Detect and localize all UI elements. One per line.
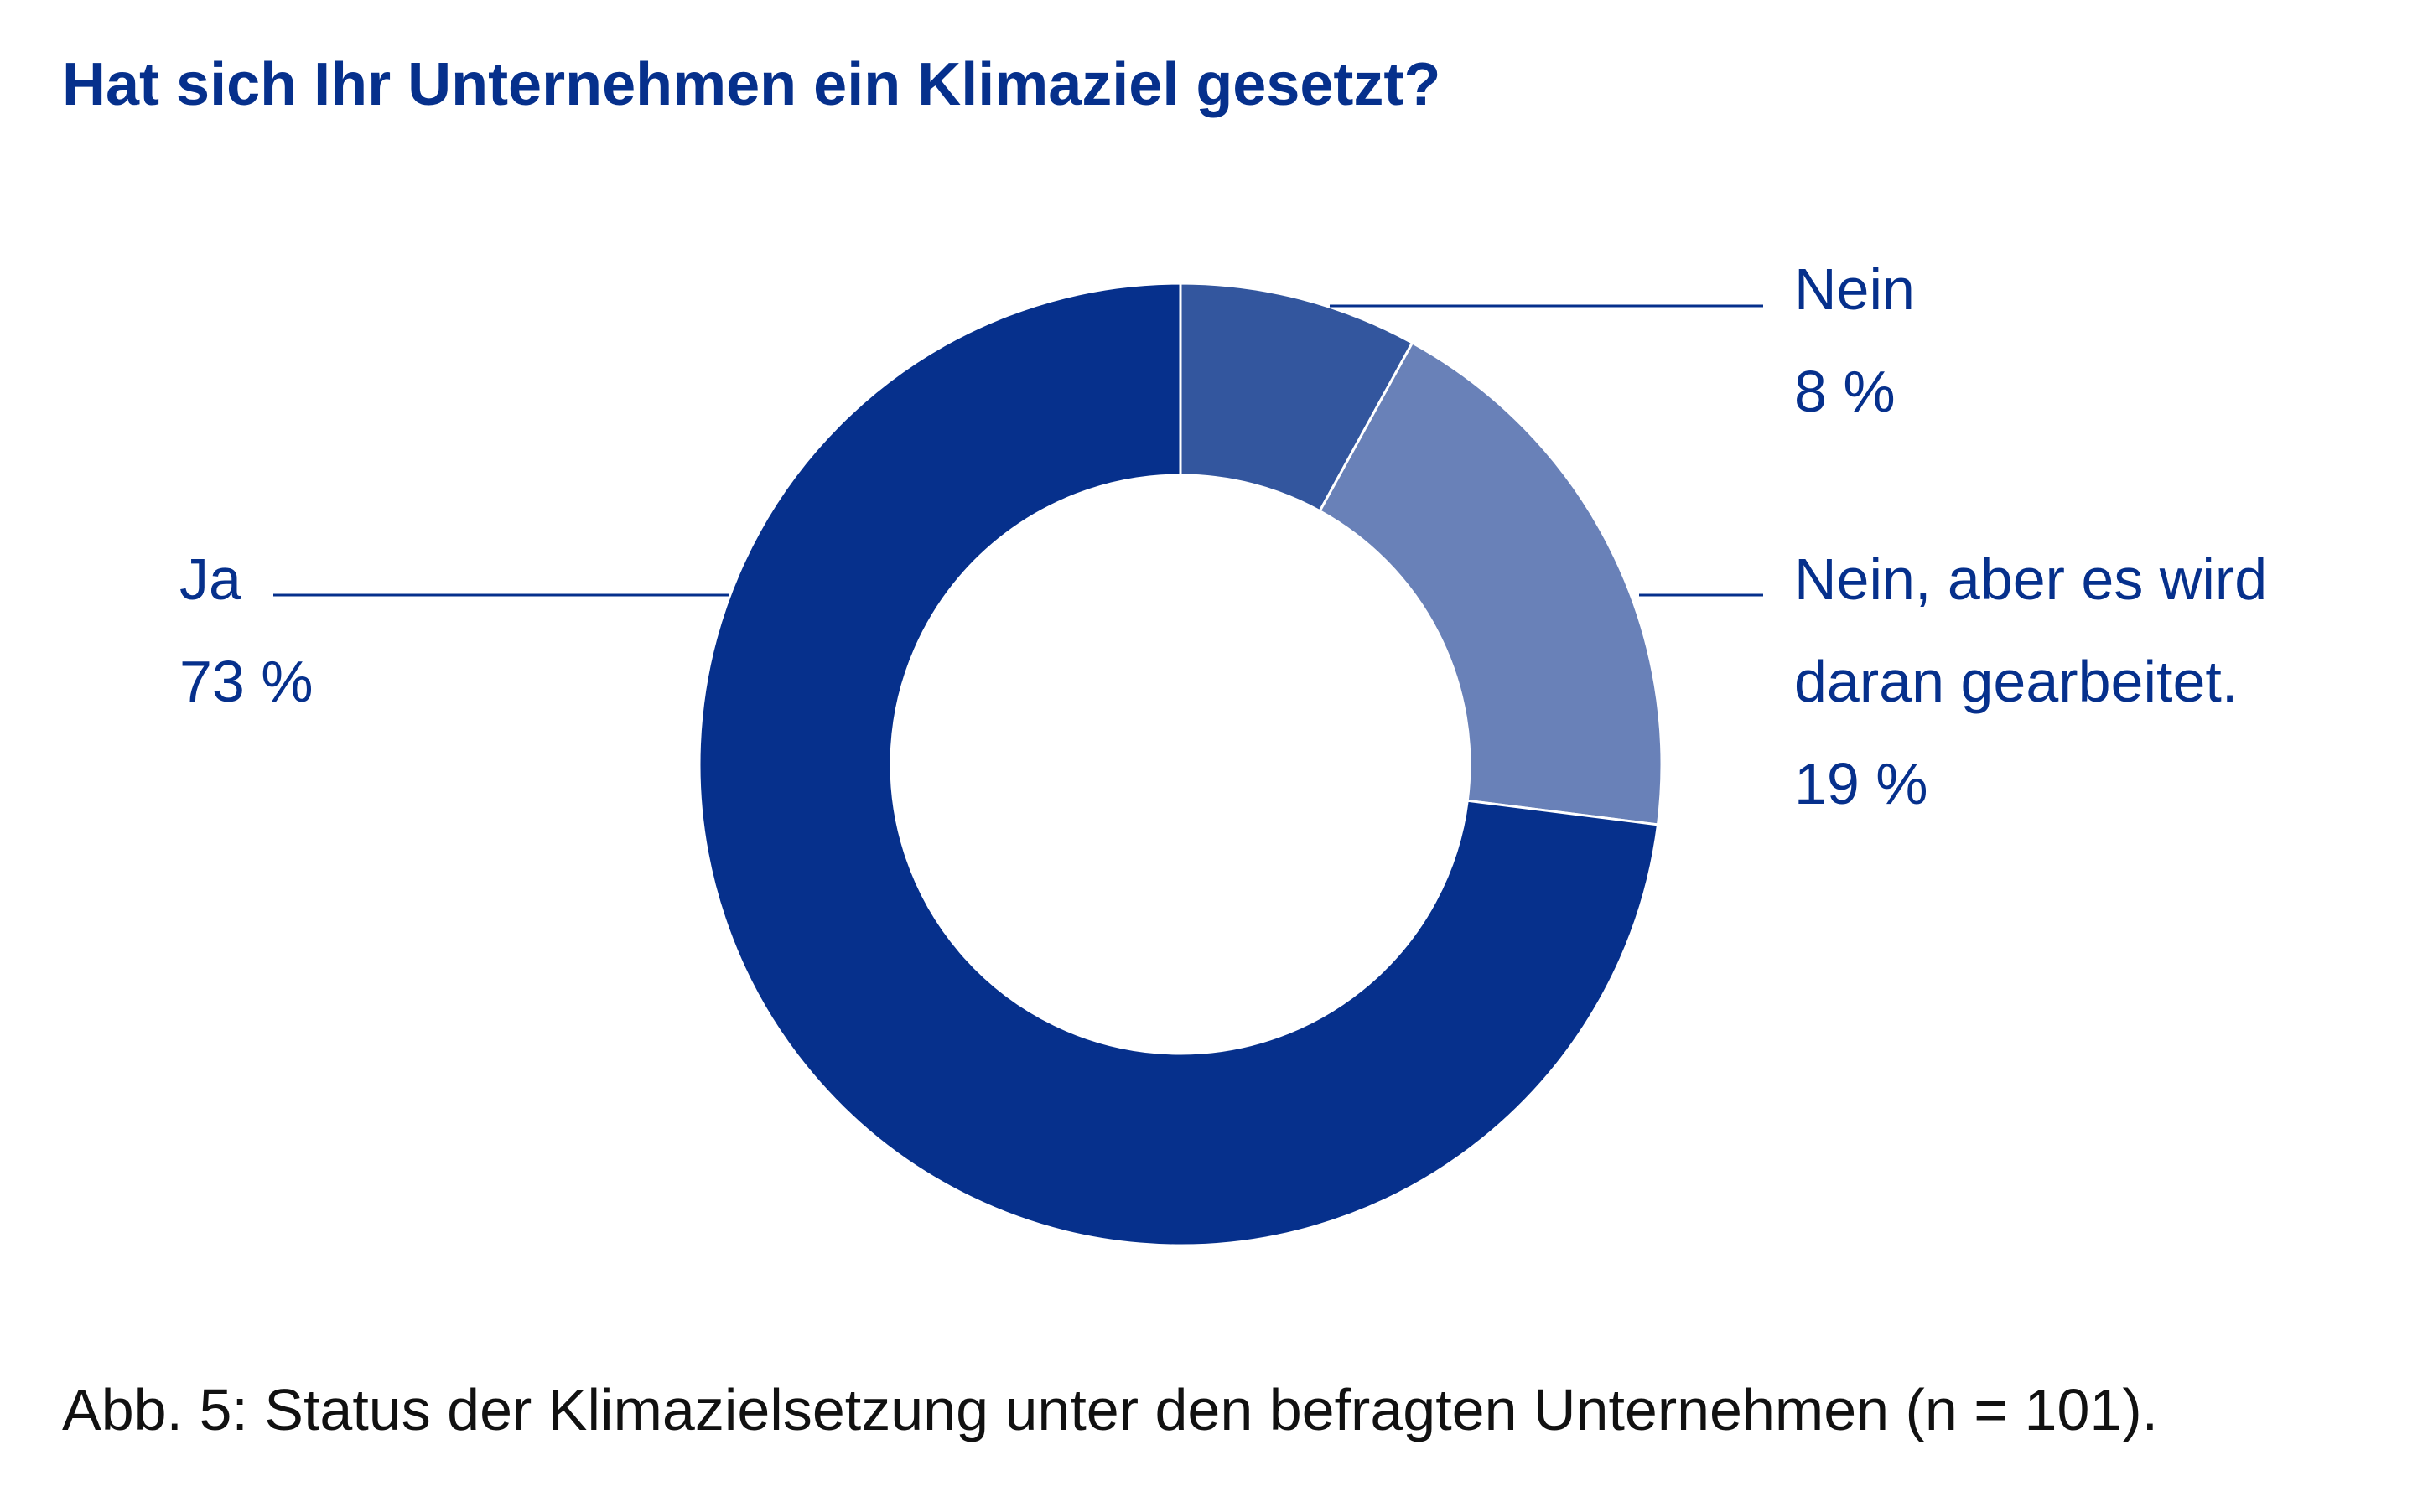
slice-label-nein-aber-line1: Nein, aber es wird <box>1794 546 2268 612</box>
figure-caption: Abb. 5: Status der Klimazielsetzung unte… <box>62 1377 2159 1442</box>
slice-nein-aber <box>1318 340 1663 826</box>
chart-title: Hat sich Ihr Unternehmen ein Klimaziel g… <box>62 51 1441 118</box>
slice-label-nein-value: 8 % <box>1794 359 1896 424</box>
slice-label-nein-aber: Nein, aber es wird daran gearbeitet. 19 … <box>1794 528 2267 835</box>
slice-label-ja: Ja 73 % <box>179 528 314 733</box>
slice-ja <box>698 282 1660 1247</box>
slice-label-nein-aber-value: 19 % <box>1794 751 1928 816</box>
slice-label-ja-value: 73 % <box>179 649 314 714</box>
slice-label-nein-aber-line2: daran gearbeitet. <box>1794 649 2239 714</box>
slice-label-ja-name: Ja <box>179 546 241 612</box>
slice-label-nein: Nein 8 % <box>1794 238 1915 443</box>
slice-label-nein-name: Nein <box>1794 256 1915 322</box>
